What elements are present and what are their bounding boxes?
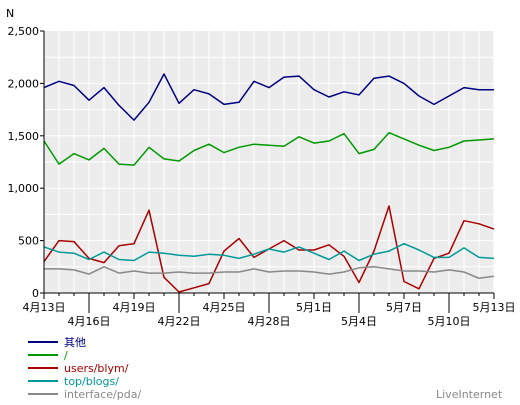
series-layer: [43, 73, 495, 293]
x-tick-label: 5月10日: [428, 315, 471, 328]
x-tick-label: 5月4日: [341, 315, 377, 328]
x-tick-label: 4月25日: [203, 301, 246, 314]
legend-label: interface/pda/: [64, 388, 141, 401]
legend-label: users/blym/: [64, 362, 129, 375]
x-tick-label: 4月28日: [248, 315, 291, 328]
x-tick-label: 4月13日: [23, 301, 66, 314]
brand-label: LiveInternet: [436, 388, 503, 401]
legend: 其他/users/blym/top/blogs/interface/pda/: [28, 336, 141, 401]
y-tick-label: 2,500: [8, 25, 40, 38]
series-line-3: [43, 242, 495, 262]
y-tick-label: 2,000: [8, 77, 40, 90]
x-tick-label: 5月13日: [473, 301, 516, 314]
series-line-1: [43, 131, 495, 166]
x-tick-label: 4月16日: [68, 315, 111, 328]
x-tick-label: 5月7日: [386, 301, 422, 314]
x-tick-label: 5月1日: [296, 301, 332, 314]
y-tick-label: 0: [32, 287, 39, 300]
y-tick-label: 1,000: [8, 182, 40, 195]
y-tick-label: 500: [18, 235, 39, 248]
series-line-0: [43, 73, 494, 121]
y-axis-label: N: [6, 7, 14, 20]
x-tick-label: 4月22日: [158, 315, 201, 328]
x-tick-label: 4月19日: [113, 301, 156, 314]
series-line-4: [44, 266, 495, 280]
legend-label: top/blogs/: [64, 375, 119, 388]
legend-label: 其他: [64, 336, 86, 349]
axes: 0 500 1,000 1,500 2,000 2,500 4月13日 4月19日 4月25日 5…: [8, 25, 516, 328]
legend-label: /: [64, 349, 68, 362]
y-tick-label: 1,500: [8, 130, 40, 143]
